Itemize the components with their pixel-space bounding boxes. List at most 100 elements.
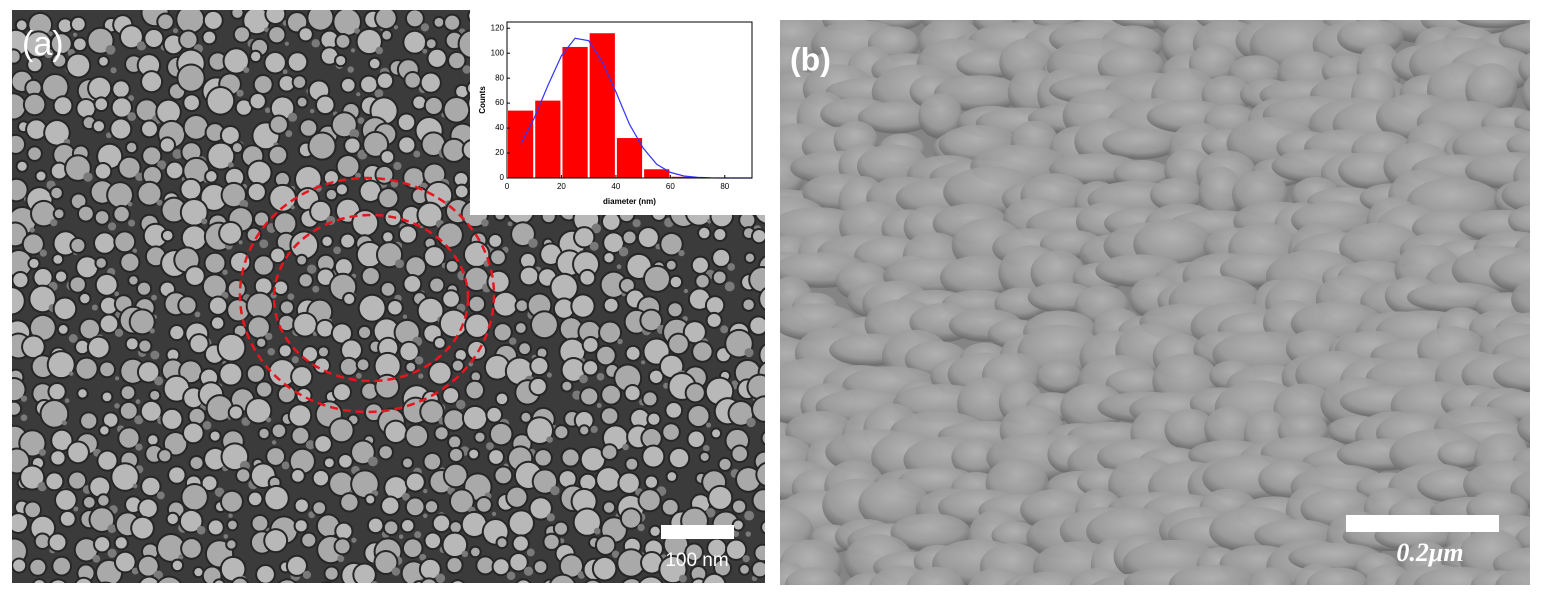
particle <box>302 570 312 579</box>
particle <box>143 166 161 185</box>
particle <box>406 473 424 491</box>
particle <box>742 588 755 598</box>
particle <box>318 255 334 272</box>
particle <box>706 297 724 314</box>
particle <box>107 524 117 533</box>
particle <box>425 247 444 267</box>
particle <box>287 13 307 32</box>
particle <box>375 552 397 574</box>
particle <box>644 266 670 291</box>
particle <box>25 502 41 518</box>
particle <box>579 374 588 384</box>
x-tick-label: 20 <box>557 182 566 191</box>
particle <box>750 267 765 292</box>
particle <box>208 143 234 169</box>
particle <box>486 442 494 451</box>
particle <box>23 336 44 358</box>
particle <box>772 139 780 147</box>
particle <box>623 231 636 244</box>
particle <box>443 291 459 307</box>
particle <box>760 345 765 364</box>
particle <box>12 223 27 246</box>
particle <box>139 340 151 352</box>
particle <box>299 274 312 287</box>
particle <box>72 32 78 37</box>
particle <box>405 73 420 88</box>
particle <box>120 402 137 419</box>
particle <box>770 505 778 513</box>
particle <box>285 130 293 138</box>
particle <box>126 497 141 513</box>
particle <box>51 580 65 583</box>
particle <box>450 579 466 583</box>
particle <box>506 571 516 581</box>
particle <box>279 76 295 91</box>
particle <box>692 579 705 583</box>
x-axis-label: diameter (nm) <box>603 197 656 206</box>
particle <box>295 520 307 532</box>
particle <box>99 581 112 583</box>
particle <box>29 13 52 36</box>
particle <box>180 361 201 383</box>
particle <box>49 384 65 400</box>
particle <box>661 233 682 255</box>
particle <box>41 401 68 427</box>
particle <box>455 399 466 410</box>
particle <box>534 561 547 573</box>
particle <box>180 31 197 49</box>
particle <box>414 356 424 365</box>
particle <box>29 258 39 268</box>
particle <box>24 94 45 115</box>
particle <box>406 425 428 447</box>
particle <box>51 451 65 465</box>
particle <box>491 250 505 265</box>
particle <box>90 508 114 531</box>
grain <box>1204 406 1256 452</box>
particle <box>33 384 52 403</box>
particle <box>620 279 634 293</box>
particle <box>20 431 45 456</box>
particle <box>54 209 64 219</box>
particle <box>452 360 463 371</box>
particle <box>58 19 72 33</box>
particle <box>221 557 245 581</box>
particle <box>139 499 157 518</box>
particle <box>364 132 388 156</box>
particle <box>353 211 378 236</box>
particle <box>469 449 479 459</box>
particle <box>55 271 67 282</box>
particle <box>66 156 90 180</box>
particle <box>446 260 458 272</box>
particle <box>214 487 225 497</box>
particle <box>449 448 463 462</box>
particle <box>425 501 438 513</box>
particle <box>611 550 620 559</box>
particle <box>531 357 548 375</box>
particle <box>95 211 109 224</box>
particle <box>12 50 20 63</box>
particle <box>71 17 85 31</box>
particle <box>742 555 750 563</box>
particle <box>640 577 662 583</box>
particle <box>736 468 760 491</box>
particle <box>664 587 681 598</box>
particle <box>12 514 28 532</box>
particle <box>112 98 131 117</box>
particle <box>318 347 329 357</box>
particle <box>430 278 444 292</box>
particle <box>755 545 765 561</box>
particle <box>280 580 295 583</box>
particle <box>311 39 320 48</box>
particle <box>131 567 139 575</box>
particle <box>574 509 600 535</box>
particle <box>528 238 538 248</box>
particle <box>357 242 382 267</box>
particle <box>232 10 243 18</box>
grain <box>1501 177 1530 214</box>
particle <box>108 183 132 208</box>
particle <box>259 239 269 249</box>
grain <box>1164 408 1215 452</box>
particle <box>513 536 528 551</box>
particle <box>132 517 153 539</box>
particle <box>660 355 683 378</box>
